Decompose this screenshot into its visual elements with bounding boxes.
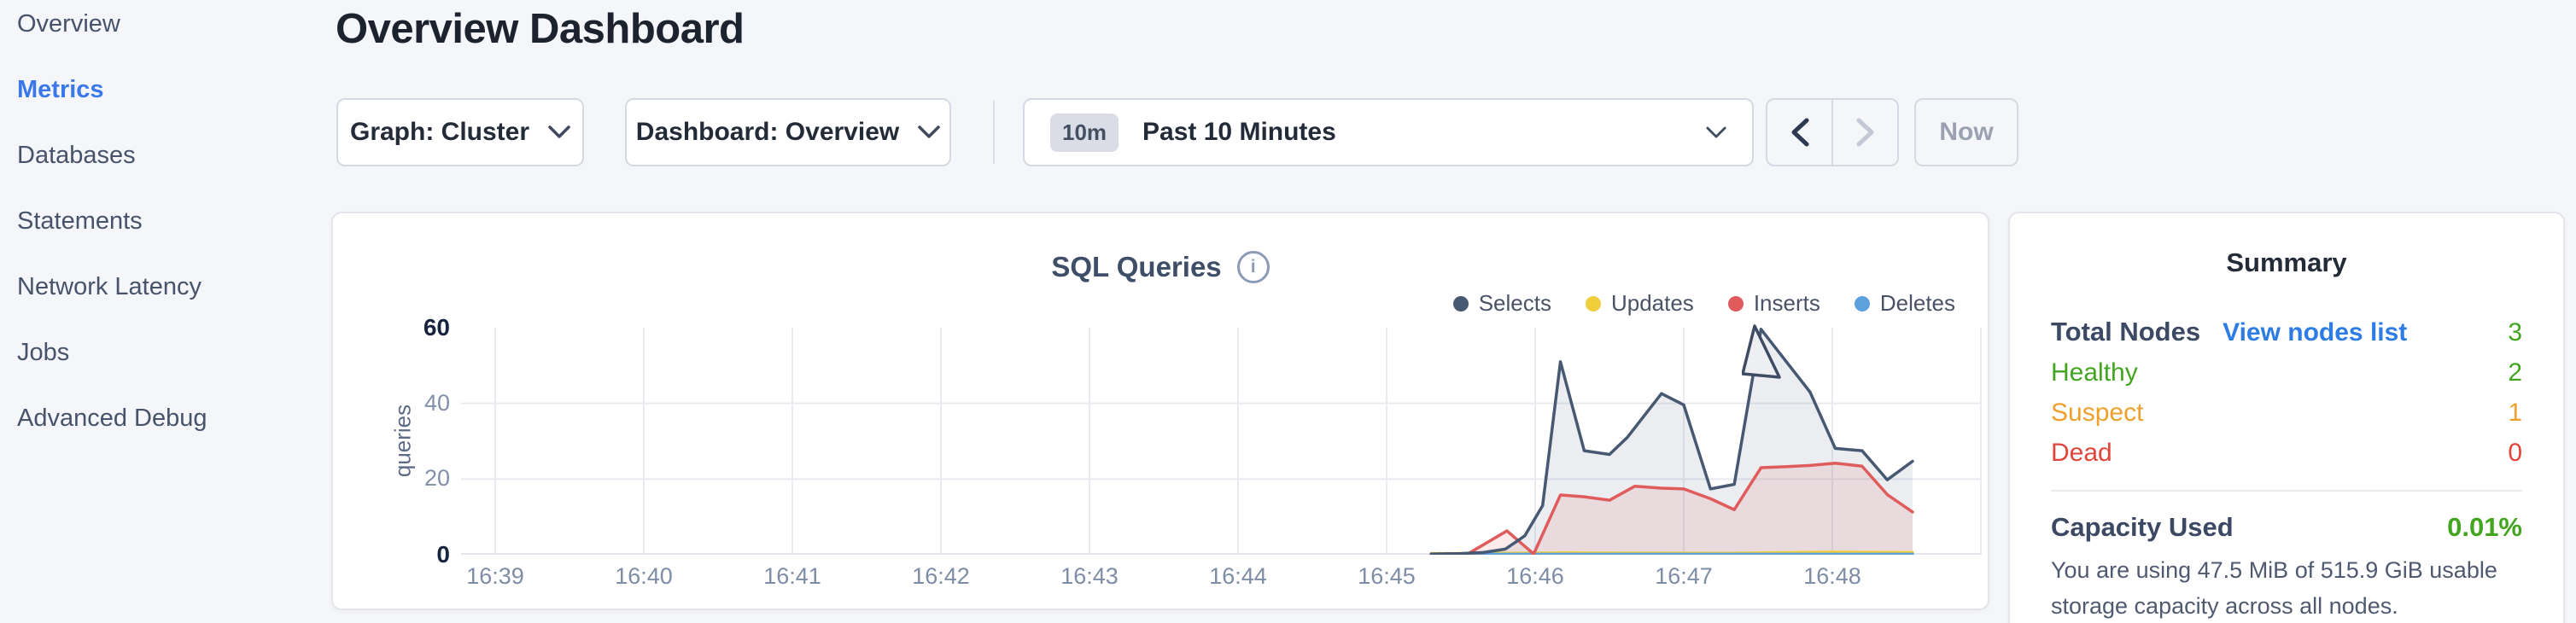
sql-queries-plot xyxy=(461,328,1982,555)
sidebar-item-metrics[interactable]: Metrics xyxy=(17,76,104,103)
sidebar-item-databases[interactable]: Databases xyxy=(17,142,136,169)
capacity-description: You are using 47.5 MiB of 515.9 GiB usab… xyxy=(2051,557,2497,619)
x-tick: 16:41 xyxy=(763,563,821,589)
time-back-button[interactable] xyxy=(1767,100,1831,165)
dashboard-selector-label: Dashboard: Overview xyxy=(635,118,900,146)
sidebar-item-overview[interactable]: Overview xyxy=(17,10,120,38)
x-tick: 16:47 xyxy=(1655,563,1713,589)
total-nodes-value: 3 xyxy=(2508,318,2522,346)
suspect-value: 1 xyxy=(2508,399,2522,427)
dead-label: Dead xyxy=(2051,439,2112,467)
capacity-row: Capacity Used 0.01% xyxy=(2051,512,2522,543)
sql-queries-chart-card: SQL Queries i Selects Updates Inserts Delet… xyxy=(331,212,1989,610)
x-tick: 16:39 xyxy=(466,563,524,589)
capacity-used-label: Capacity Used xyxy=(2051,512,2234,542)
graph-selector-dropdown[interactable]: Graph: Cluster xyxy=(336,98,584,166)
capacity-used-value: 0.01% xyxy=(2447,512,2522,542)
x-tick: 16:45 xyxy=(1358,563,1416,589)
sidebar-item-advanced-debug[interactable]: Advanced Debug xyxy=(17,405,207,432)
time-range-label: Past 10 Minutes xyxy=(1142,118,1336,146)
x-tick: 16:42 xyxy=(912,563,970,589)
dashboard-selector-dropdown[interactable]: Dashboard: Overview xyxy=(625,98,951,166)
legend-dot-icon xyxy=(1727,295,1744,312)
toolbar-divider xyxy=(993,101,995,164)
y-tick: 0 xyxy=(436,541,450,568)
graph-selector-label: Graph: Cluster xyxy=(349,118,530,146)
sidebar-item-statements[interactable]: Statements xyxy=(17,207,143,235)
legend-dot-icon xyxy=(1452,295,1469,312)
legend-item-deletes[interactable]: Deletes xyxy=(1854,290,1955,317)
healthy-label: Healthy xyxy=(2051,358,2138,387)
healthy-value: 2 xyxy=(2508,358,2522,387)
total-nodes-row: Total Nodes View nodes list 3 xyxy=(2051,317,2522,347)
legend-dot-icon xyxy=(1585,295,1601,312)
sidebar-item-jobs[interactable]: Jobs xyxy=(17,339,70,366)
legend-label: Selects xyxy=(1478,290,1551,316)
info-icon[interactable]: i xyxy=(1236,251,1270,283)
chart-title: SQL Queries xyxy=(1051,251,1222,282)
chart-legend: Selects Updates Inserts Deletes xyxy=(1452,290,1955,317)
now-button[interactable]: Now xyxy=(1914,98,2018,166)
legend-item-updates[interactable]: Updates xyxy=(1585,290,1694,317)
x-tick: 16:48 xyxy=(1803,563,1861,589)
chevron-left-icon xyxy=(1791,118,1808,147)
sidebar-item-network-latency[interactable]: Network Latency xyxy=(17,273,202,300)
chevron-down-icon xyxy=(918,125,940,138)
time-range-badge: 10m xyxy=(1050,113,1119,152)
legend-label: Inserts xyxy=(1753,290,1820,316)
chevron-right-icon xyxy=(1856,118,1873,147)
pager-divider xyxy=(1831,100,1833,165)
suspect-nodes-row: Suspect 1 xyxy=(2051,399,2522,428)
legend-label: Deletes xyxy=(1879,290,1955,316)
x-tick: 16:44 xyxy=(1209,563,1267,589)
chart-title-row: SQL Queries i xyxy=(333,251,1988,283)
y-tick: 40 xyxy=(423,389,450,416)
y-tick: 60 xyxy=(423,314,450,341)
x-tick: 16:43 xyxy=(1060,563,1119,589)
total-nodes-label: Total Nodes xyxy=(2051,317,2201,346)
healthy-nodes-row: Healthy 2 xyxy=(2051,358,2522,387)
summary-divider xyxy=(2051,490,2522,492)
summary-title: Summary xyxy=(2226,247,2347,277)
view-nodes-list-link[interactable]: View nodes list xyxy=(2223,318,2408,346)
now-button-label: Now xyxy=(1939,118,1994,146)
time-range-dropdown[interactable]: 10m Past 10 Minutes xyxy=(1023,98,1754,166)
legend-item-inserts[interactable]: Inserts xyxy=(1727,290,1820,317)
legend-item-selects[interactable]: Selects xyxy=(1452,290,1551,317)
chevron-down-icon xyxy=(1706,126,1726,137)
chevron-down-icon xyxy=(548,125,570,138)
legend-label: Updates xyxy=(1610,290,1694,316)
dead-nodes-row: Dead 0 xyxy=(2051,439,2522,468)
y-tick: 20 xyxy=(423,465,450,492)
x-tick: 16:40 xyxy=(615,563,673,589)
suspect-label: Suspect xyxy=(2051,399,2144,427)
summary-rows: Total Nodes View nodes list 3 Healthy 2 … xyxy=(2051,317,2522,468)
dead-value: 0 xyxy=(2508,439,2522,467)
time-forward-button[interactable] xyxy=(1833,100,1897,165)
summary-panel: Summary Total Nodes View nodes list 3 He… xyxy=(2008,212,2565,623)
x-tick: 16:46 xyxy=(1506,563,1564,589)
time-pager xyxy=(1766,98,1899,166)
page-title: Overview Dashboard xyxy=(336,6,745,52)
sidebar: Overview Metrics Databases Statements Ne… xyxy=(17,10,207,470)
legend-dot-icon xyxy=(1854,295,1870,312)
